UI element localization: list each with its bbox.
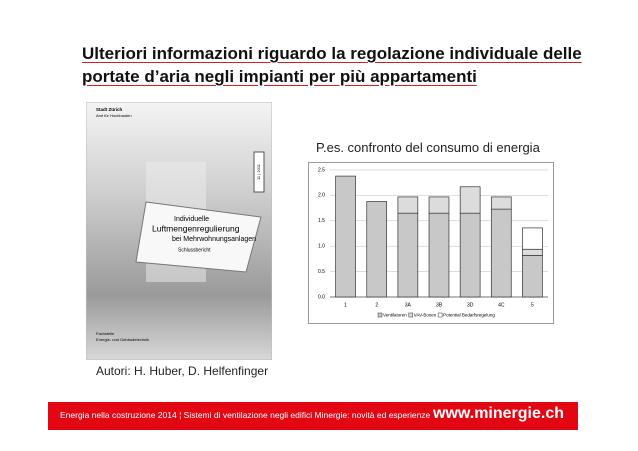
bar-segment	[459, 186, 481, 214]
legend-swatch	[437, 312, 443, 318]
chart: 0.0 0.5 1.0 1.5 2.0 2.5 1 2 3A 3B 3D 4C 5 Ventilatore…	[308, 162, 554, 324]
y-tick-label: 0.5	[318, 269, 325, 275]
legend-label: Potential Bedarfsregelung	[443, 313, 495, 318]
x-tick-label: 5	[531, 302, 534, 308]
x-tick-label: 3A	[405, 302, 412, 308]
footer-text: Energia nella costruzione 2014 ¦ Sistemi…	[60, 410, 431, 420]
slide-title: portate d’aria negli impianti per più ap…	[82, 67, 477, 86]
cover-text: Energie- und Gebäudetechnik	[96, 337, 149, 342]
cover-text: Luftmengenregulierung	[152, 223, 240, 233]
y-tick-label: 1.0	[318, 244, 325, 250]
chart-caption: P.es. confronto del consumo di energia	[316, 140, 540, 155]
y-tick-label: 0.0	[318, 294, 325, 300]
bar-segment	[459, 212, 481, 298]
x-tick-label: 3D	[467, 302, 474, 308]
footer-url[interactable]: www.minergie.ch	[433, 405, 564, 422]
bar-segment	[335, 175, 356, 298]
legend-label: Ventilatoren	[383, 313, 407, 318]
bar-segment	[428, 212, 450, 298]
legend-label: VAV-Boxen	[414, 313, 437, 318]
cover-card	[135, 201, 262, 273]
cover-text: bei Mehrwohnungsanlagen	[172, 236, 256, 243]
legend-swatch	[408, 312, 414, 318]
cover-text: Amt für Hochbauten	[96, 113, 132, 118]
bar-segment	[397, 196, 419, 214]
bar-segment	[522, 227, 543, 250]
x-tick-label: 2	[375, 302, 378, 308]
cover-text: Fachstelle	[96, 331, 115, 336]
bar-segment	[428, 196, 450, 214]
slide-title: Ulteriori informazioni riguardo la regol…	[82, 44, 582, 63]
cover-date-box	[253, 151, 265, 193]
bar-segment	[366, 201, 388, 298]
x-tick-label: 3B	[436, 302, 443, 308]
bar-segment	[522, 254, 543, 298]
cover-text: 11 | 2011	[256, 163, 261, 180]
x-tick-label: 4C	[498, 302, 505, 308]
y-tick-label: 1.5	[318, 218, 325, 224]
y-tick-label: 2.0	[318, 193, 325, 199]
bar-segment	[490, 196, 512, 210]
bar-segment	[397, 212, 419, 298]
report-cover: Stadt Zürich Amt für Hochbauten 11 | 201…	[86, 102, 272, 360]
cover-text: Individuelle	[174, 216, 209, 223]
authors: Autori: H. Huber, D. Helfenfinger	[96, 364, 269, 378]
bar-segment	[522, 248, 543, 256]
y-tick-label: 2.5	[318, 167, 325, 173]
cover-text: Stadt Zürich	[96, 107, 123, 112]
cover-text: Schlussbericht	[178, 247, 211, 253]
x-tick-label: 1	[344, 302, 347, 308]
legend-swatch	[377, 312, 383, 318]
footer: Energia nella costruzione 2014 ¦ Sistemi…	[48, 402, 578, 430]
bar-segment	[490, 208, 512, 298]
